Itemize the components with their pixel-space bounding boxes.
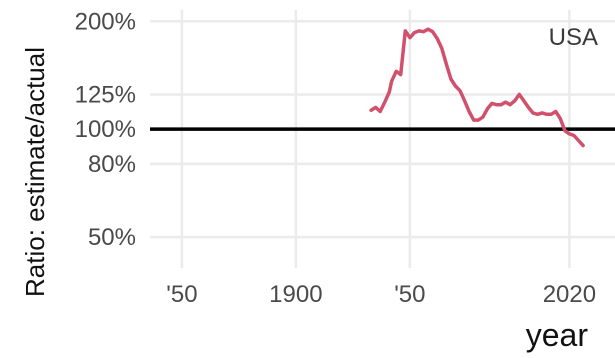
y-tick-label: 200%	[75, 8, 136, 35]
y-axis-title: Ratio: estimate/actual	[20, 47, 50, 297]
y-tick-label: 50%	[88, 224, 136, 251]
x-tick-label: 1900	[269, 281, 322, 308]
y-tick-label: 100%	[75, 116, 136, 143]
x-tick-label: '50	[394, 281, 425, 308]
x-tick-label: '50	[166, 281, 197, 308]
x-tick-label: 2020	[543, 281, 596, 308]
x-axis-title: year	[526, 317, 589, 353]
facet-label: USA	[549, 24, 598, 51]
y-tick-labels: 50% 80% 100% 125% 200%	[75, 8, 136, 251]
x-tick-labels: '50 1900 '50 2020	[166, 281, 596, 308]
y-tick-label: 80%	[88, 151, 136, 178]
y-tick-label: 125%	[75, 81, 136, 108]
series-line	[369, 27, 585, 148]
